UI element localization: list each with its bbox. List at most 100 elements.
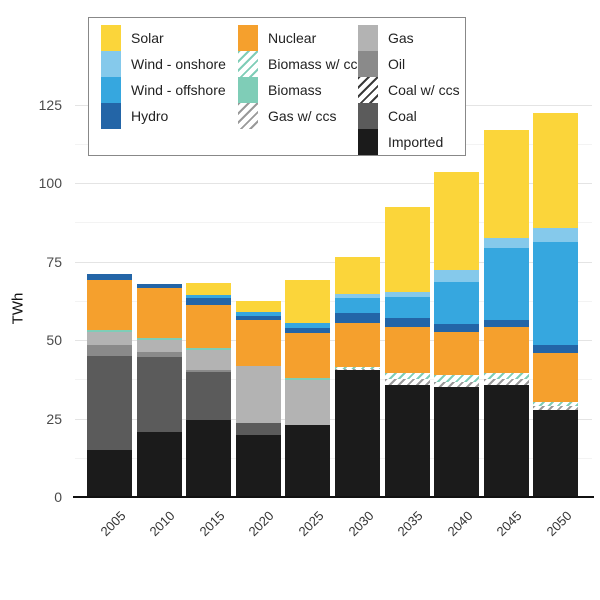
bar-segment-hydro-2015 [186,298,232,305]
bar-2025 [285,280,331,497]
bar-segment-wind_onshore-2035 [384,292,430,298]
bar-segment-biomass_ccs-2050 [533,402,579,407]
bar-segment-nuclear-2045 [483,327,529,374]
bar-segment-nuclear-2035 [384,327,430,374]
bar-segment-imported-2050 [533,410,579,497]
bar-segment-coal-2010 [136,356,182,433]
legend-item-gas_ccs: Gas w/ ccs [238,103,364,129]
bar-2005 [87,274,132,497]
legend-item-hydro: Hydro [101,103,226,129]
bar-segment-hydro-2010 [136,283,182,289]
bar-segment-solar-2030 [335,256,380,294]
bar-segment-nuclear-2040 [434,332,480,376]
bar-2040 [434,172,480,497]
bar-segment-nuclear-2025 [285,332,331,379]
bar-2015 [186,283,232,497]
bar-segment-nuclear-2005 [87,279,132,330]
legend-item-solar: Solar [101,25,226,51]
legend-label-gas: Gas [388,30,414,46]
bar-segment-solar-2025 [285,280,331,323]
y-tick-label-75: 75 [46,253,62,270]
legend-item-coal: Coal [358,103,460,129]
bar-segment-nuclear-2020 [235,319,281,366]
bar-segment-hydro-2035 [384,318,430,328]
gridline-minor-87.5 [75,222,592,224]
bar-segment-solar-2020 [235,300,281,313]
bar-2045 [483,130,529,497]
bar-segment-hydro-2040 [434,324,480,333]
bar-segment-nuclear-2010 [136,288,182,339]
bar-segment-oil-2015 [186,369,232,373]
x-axis-line [73,496,594,498]
legend-item-oil: Oil [358,51,460,77]
x-tick-label-2045: 2045 [493,508,525,540]
legend-column-2: Nuclear Biomass w/ ccs Biomass Gas w/ ccs [238,25,364,129]
x-tick-label-2020: 2020 [245,508,277,540]
bar-segment-wind_onshore-2050 [533,228,579,243]
legend-label-biomass: Biomass [268,82,322,98]
bar-2020 [235,300,281,497]
bar-segment-gas_ccs-2030 [335,368,380,371]
bar-segment-biomass_ccs-2035 [384,373,430,380]
bar-segment-solar-2040 [434,172,480,271]
legend-item-wind_onshore: Wind - onshore [101,51,226,77]
bar-segment-wind_offshore-2030 [335,298,380,314]
bar-segment-gas-2025 [285,380,331,426]
x-tick-label-2015: 2015 [196,508,228,540]
bar-2030 [335,256,380,497]
bar-segment-imported-2040 [434,387,480,497]
legend-swatch-wind_onshore [101,51,121,77]
bar-segment-hydro-2020 [235,315,281,320]
bar-segment-wind_offshore-2040 [434,282,480,325]
gridline-major-25 [75,418,592,420]
gridline-major-100 [75,183,592,185]
bar-segment-solar-2015 [186,283,232,296]
bar-segment-biomass-2010 [136,338,182,341]
bar-segment-hydro-2045 [483,320,529,328]
bar-segment-gas_ccs-2045 [483,379,529,385]
x-tick-label-2050: 2050 [543,508,575,540]
bar-segment-imported-2025 [285,425,331,497]
legend-swatch-wind_offshore [101,77,121,103]
legend-item-biomass: Biomass [238,77,364,103]
bar-segment-imported-2020 [235,435,281,497]
y-tick-label-25: 25 [46,410,62,427]
legend-column-1: Solar Wind - onshore Wind - offshore Hydro [101,25,226,129]
legend-label-biomass_ccs: Biomass w/ ccs [268,56,365,72]
bar-segment-oil-2005 [87,344,132,356]
gridline-minor-12.5 [75,457,592,459]
legend-label-solar: Solar [131,30,164,46]
legend-swatch-coal_ccs [358,77,378,103]
bar-segment-wind_offshore-2045 [483,248,529,321]
gridline-minor-62.5 [75,300,592,302]
bar-segment-biomass-2025 [285,378,331,381]
bar-segment-biomass_ccs-2045 [483,373,529,380]
bar-segment-coal-2015 [186,372,232,421]
legend-label-nuclear: Nuclear [268,30,317,46]
gridline-major-75 [75,261,592,263]
bar-segment-gas_ccs-2040 [434,381,480,388]
bar-segment-imported-2030 [335,370,380,497]
bar-segment-hydro-2005 [87,274,132,280]
bar-2035 [384,207,430,497]
legend-swatch-nuclear [238,25,258,51]
bar-segment-imported-2015 [186,420,232,497]
bar-segment-gas_ccs-2050 [533,406,579,411]
legend-item-gas: Gas [358,25,460,51]
legend-swatch-coal [358,103,378,129]
bar-2050 [533,113,579,497]
legend-label-wind_offshore: Wind - offshore [131,82,226,98]
legend-swatch-hydro [101,103,121,129]
bar-segment-wind_offshore-2015 [186,295,232,299]
legend-swatch-gas_ccs [238,103,258,129]
bar-segment-coal-2020 [235,422,281,436]
bar-segment-gas-2010 [136,340,182,352]
y-axis-title: TWh [9,292,27,325]
legend-label-gas_ccs: Gas w/ ccs [268,108,337,124]
bar-segment-hydro-2025 [285,327,331,333]
legend-box: Solar Wind - onshore Wind - offshore Hydro N… [88,17,466,156]
bar-segment-oil-2010 [136,352,182,357]
x-tick-label-2035: 2035 [394,508,426,540]
gridline-minor-37.5 [75,379,592,381]
